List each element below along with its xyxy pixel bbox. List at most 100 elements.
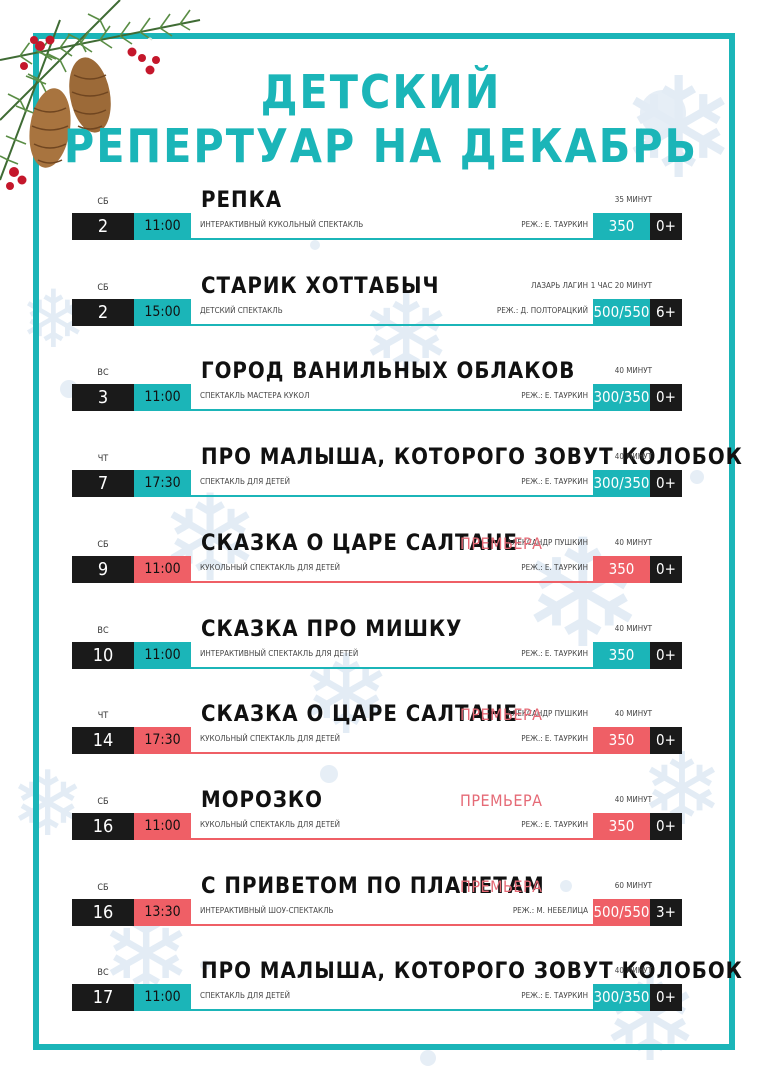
row-underline [191,495,593,498]
duration-label: 40 МИНУТ [614,623,652,633]
date-badge: 10 [72,641,134,669]
genre-label: ИНТЕРАКТИВНЫЙ ШОУ-СПЕКТАКЛЬ [200,905,334,915]
price-badge: 300/350 [593,470,650,498]
row-underline [191,837,593,840]
event-title: РЕПКА [201,188,283,213]
event-row: СБ 9 11:00 СКАЗКА О ЦАРЕ САЛТАНЕ КУКОЛЬНЫЙ С… [72,531,682,598]
time-badge: 17:30 [134,727,191,755]
price-badge: 500/550 [593,298,650,326]
age-rating-badge: 0+ [650,470,682,498]
genre-label: КУКОЛЬНЫЙ СПЕКТАКЛЬ ДЛЯ ДЕТЕЙ [200,562,341,572]
date-badge: 7 [72,470,134,498]
director-label: РЕЖ.: Д. ПОЛТОРАЦКИЙ [496,305,588,315]
weekday-label: ВС [97,968,109,979]
event-row: ВС 3 11:00 ГОРОД ВАНИЛЬНЫХ ОБЛАКОВ СПЕКТАКЛЬ… [72,359,682,426]
weekday-label: ЧТ [97,711,109,722]
age-rating-badge: 0+ [650,812,682,840]
time-badge: 11:00 [134,812,191,840]
genre-label: ИНТЕРАКТИВНЫЙ КУКОЛЬНЫЙ СПЕКТАКЛЬ [200,220,364,229]
director-label: РЕЖ.: Е. ТАУРКИН [521,734,588,744]
premiere-badge: ПРЕМЬЕРА [460,876,543,896]
age-rating-badge: 6+ [650,298,682,326]
price-badge: 300/350 [593,984,650,1012]
poster-title-line2: РЕПЕРТУАР НА ДЕКАБРЬ [63,119,699,173]
duration-label: 40 МИНУТ [614,966,652,976]
duration-label: 40 МИНУТ [614,794,652,804]
event-title: СКАЗКА О ЦАРЕ САЛТАНЕ [201,530,518,556]
price-badge: 350 [593,727,650,755]
price-badge: 350 [593,555,650,583]
age-rating-badge: 0+ [650,727,682,755]
age-rating-badge: 0+ [650,984,682,1012]
author-label: ЛАЗАРЬ ЛАГИН [531,280,588,290]
weekday-label: ЧТ [97,454,109,465]
duration-label: 40 МИНУТ [614,366,652,376]
event-title: СТАРИК ХОТТАБЫЧ [201,273,440,299]
weekday-label: ВС [97,368,109,379]
age-rating-badge: 3+ [650,898,682,926]
duration-label: 35 МИНУТ [614,195,652,204]
time-badge: 13:30 [134,898,191,926]
weekday-label: СБ [97,282,109,293]
time-badge: 17:30 [134,470,191,498]
age-rating-badge: 0+ [650,555,682,583]
author-label: АЛЕКСАНДР ПУШКИН [506,537,588,547]
director-label: РЕЖ.: Е. ТАУРКИН [521,648,588,658]
duration-label: 40 МИНУТ [614,537,652,547]
date-badge: 2 [72,298,134,326]
genre-label: ДЕТСКИЙ СПЕКТАКЛЬ [200,305,283,315]
premiere-badge: ПРЕМЬЕРА [460,705,543,725]
date-badge: 3 [72,384,134,412]
time-badge: 11:00 [134,384,191,412]
weekday-label: СБ [97,539,109,550]
row-underline [191,1009,593,1012]
age-rating-badge: 0+ [650,384,682,412]
time-badge: 11:00 [134,213,191,240]
weekday-label: СБ [97,796,109,807]
premiere-badge: ПРЕМЬЕРА [460,533,543,553]
event-row: ВС 17 11:00 ПРО МАЛЫША, КОТОРОГО ЗОВУТ КОЛО… [72,959,742,1026]
date-badge: 14 [72,727,134,755]
row-underline [191,666,593,669]
age-rating-badge: 0+ [650,641,682,669]
weekday-label: СБ [97,197,109,207]
event-row: СБ 16 11:00 МОРОЗКО КУКОЛЬНЫЙ СПЕКТАКЛЬ ДЛЯ … [72,788,682,855]
fir-branch-decoration [0,0,201,190]
event-title: СКАЗКА О ЦАРЕ САЛТАНЕ [201,702,518,728]
genre-label: ИНТЕРАКТИВНЫЙ СПЕКТАКЛЬ ДЛЯ ДЕТЕЙ [200,648,359,658]
weekday-label: ВС [97,625,109,636]
time-badge: 11:00 [134,555,191,583]
event-title: ГОРОД ВАНИЛЬНЫХ ОБЛАКОВ [201,359,576,385]
poster-frame [33,33,735,1050]
director-label: РЕЖ.: Е. ТАУРКИН [521,991,588,1001]
genre-label: СПЕКТАКЛЬ ДЛЯ ДЕТЕЙ [200,477,290,487]
director-label: РЕЖ.: Е. ТАУРКИН [521,391,588,401]
genre-label: КУКОЛЬНЫЙ СПЕКТАКЛЬ ДЛЯ ДЕТЕЙ [200,819,341,829]
event-title: С ПРИВЕТОМ ПО ПЛАНЕТАМ [201,873,545,899]
event-title: ПРО МАЛЫША, КОТОРОГО ЗОВУТ КОЛОБОК [201,445,743,471]
event-row: ЧТ 14 17:30 СКАЗКА О ЦАРЕ САЛТАНЕ КУКОЛЬНЫЙ … [72,702,682,769]
duration-label: 40 МИНУТ [614,709,652,719]
row-underline [191,923,593,926]
event-row: СБ 16 13:30 С ПРИВЕТОМ ПО ПЛАНЕТАМ ИНТЕРАКТИ… [72,874,682,941]
director-label: РЕЖ.: Е. ТАУРКИН [521,220,588,229]
date-badge: 17 [72,984,134,1012]
duration-label: 1 ЧАС 20 МИНУТ [590,280,652,290]
genre-label: СПЕКТАКЛЬ ДЛЯ ДЕТЕЙ [200,991,290,1001]
event-title: ПРО МАЛЫША, КОТОРОГО ЗОВУТ КОЛОБОК [201,959,743,985]
weekday-label: СБ [97,882,109,893]
premiere-badge: ПРЕМЬЕРА [460,790,543,810]
price-badge: 350 [593,641,650,669]
date-badge: 2 [72,213,134,240]
author-label: АЛЕКСАНДР ПУШКИН [506,709,588,719]
event-row: СБ 2 15:00 СТАРИК ХОТТАБЫЧ ДЕТСКИЙ СПЕКТАКЛЬ… [72,274,682,341]
duration-label: 60 МИНУТ [614,880,652,890]
time-badge: 11:00 [134,641,191,669]
time-badge: 11:00 [134,984,191,1012]
time-badge: 15:00 [134,298,191,326]
price-badge: 350 [593,812,650,840]
director-label: РЕЖ.: Е. ТАУРКИН [521,562,588,572]
duration-label: 40 МИНУТ [614,452,652,462]
genre-label: КУКОЛЬНЫЙ СПЕКТАКЛЬ ДЛЯ ДЕТЕЙ [200,734,341,744]
director-label: РЕЖ.: Е. ТАУРКИН [521,477,588,487]
